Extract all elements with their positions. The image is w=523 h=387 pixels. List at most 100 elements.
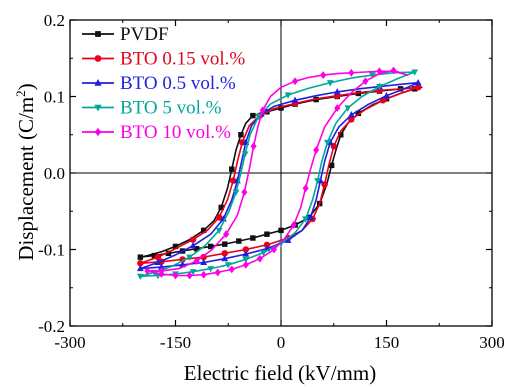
data-point <box>242 260 249 269</box>
data-point <box>158 263 165 270</box>
data-point <box>222 241 228 247</box>
legend-marker <box>94 55 102 62</box>
data-point <box>186 254 193 261</box>
y-axis-label-main: Displacement (C/m <box>14 97 38 261</box>
data-point <box>207 266 215 273</box>
y-tick-label: 0.0 <box>44 164 65 183</box>
data-point <box>369 72 376 79</box>
data-point <box>189 269 197 276</box>
legend-label: BTO 5 vol.% <box>120 98 222 119</box>
x-tick-label: 150 <box>374 333 400 352</box>
x-tick-label: 300 <box>479 333 505 352</box>
legend-item: BTO 0.5 vol.% <box>82 73 236 94</box>
data-point <box>278 227 284 234</box>
data-point <box>324 139 331 147</box>
data-point <box>242 246 250 253</box>
data-point <box>313 146 320 154</box>
data-point <box>320 71 327 79</box>
data-point <box>242 256 250 264</box>
data-point <box>223 230 230 239</box>
data-point <box>250 142 257 151</box>
data-point <box>260 250 267 257</box>
data-point <box>290 221 297 229</box>
data-point <box>390 66 397 75</box>
data-point <box>193 246 200 252</box>
data-point <box>376 84 383 91</box>
data-point <box>229 166 235 172</box>
data-point <box>255 113 262 121</box>
data-point <box>242 250 250 257</box>
legend-label: BTO 0.15 vol.% <box>120 49 245 70</box>
data-point <box>154 253 162 261</box>
data-point <box>362 77 369 86</box>
series-4 <box>144 66 409 280</box>
data-point <box>376 67 383 76</box>
data-point <box>228 265 235 274</box>
data-point <box>284 236 292 243</box>
data-point <box>307 213 314 220</box>
data-point <box>334 104 341 112</box>
data-point <box>411 69 419 76</box>
y-tick-label: 0.2 <box>44 11 65 30</box>
data-point <box>250 112 256 119</box>
data-point <box>355 110 362 117</box>
data-point <box>284 92 292 99</box>
data-point <box>172 271 179 280</box>
legend-marker <box>94 79 102 86</box>
data-point <box>338 132 344 138</box>
axis-ticks: -300 -150 0 150 300 -0.2 -0.1 0.0 0.1 0.2 <box>38 11 505 352</box>
y-tick-label: -0.1 <box>38 241 65 260</box>
data-point <box>264 231 270 237</box>
data-point <box>292 77 299 86</box>
data-point <box>136 273 144 281</box>
data-point <box>326 80 334 87</box>
x-axis-label: Electric field (kV/mm) <box>184 361 376 385</box>
data-point <box>236 238 242 244</box>
data-point <box>270 245 278 254</box>
data-point <box>291 96 299 103</box>
data-point <box>344 105 352 112</box>
legend: PVDF BTO 0.15 vol.% BTO 0.5 vol.% BTO 5 vol… <box>82 24 245 143</box>
data-point <box>256 254 263 263</box>
data-point <box>278 105 284 111</box>
legend-marker <box>94 127 102 137</box>
legend-marker <box>94 104 102 112</box>
data-point <box>241 151 249 158</box>
data-point <box>277 240 285 248</box>
data-point <box>232 189 240 196</box>
data-point <box>259 106 266 115</box>
data-point <box>165 250 172 257</box>
legend-item: BTO 0.15 vol.% <box>82 49 245 70</box>
x-tick-label: -300 <box>54 333 85 352</box>
data-point <box>136 264 144 272</box>
data-point <box>328 162 335 169</box>
data-point <box>186 271 193 280</box>
data-point <box>215 227 223 235</box>
data-point <box>137 260 144 267</box>
legend-item: BTO 10 vol.% <box>82 122 231 143</box>
data-point <box>214 268 221 277</box>
data-point <box>151 252 158 259</box>
data-point <box>221 250 228 257</box>
legend-item: PVDF <box>82 24 169 45</box>
data-point <box>347 111 355 118</box>
data-point <box>333 88 341 95</box>
data-point <box>241 188 248 197</box>
data-point <box>137 254 144 260</box>
data-point <box>193 257 200 265</box>
data-point <box>348 116 355 123</box>
data-point <box>200 258 208 266</box>
data-point <box>154 258 162 266</box>
data-point <box>200 270 207 279</box>
data-point <box>200 227 207 234</box>
data-point <box>263 241 271 249</box>
data-point <box>215 214 223 221</box>
zero-lines <box>70 20 492 326</box>
y-tick-label: 0.1 <box>44 88 65 107</box>
legend-label: BTO 0.5 vol.% <box>120 73 236 94</box>
data-point <box>221 254 229 262</box>
data-point <box>207 243 214 250</box>
y-axis-label: Displacement (C/m2) <box>13 83 38 260</box>
data-point <box>218 204 224 211</box>
